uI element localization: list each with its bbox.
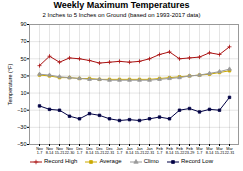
svg-text:70: 70 — [20, 38, 26, 44]
svg-text:−30: −30 — [17, 124, 26, 130]
svg-text:Jan22-31: Jan22-31 — [145, 147, 155, 155]
svg-text:−10: −10 — [17, 107, 26, 113]
svg-text:Temperature (°F): Temperature (°F) — [7, 64, 13, 106]
svg-text:Feb15-22: Feb15-22 — [175, 147, 185, 155]
svg-text:Jan15-21: Jan15-21 — [135, 147, 145, 155]
svg-text:Feb23-29: Feb23-29 — [185, 147, 195, 155]
html-text:Climo: Climo — [143, 158, 159, 164]
html-text:Weekly Maximum Temperatures: Weekly Maximum Temperatures — [53, 0, 190, 10]
svg-text:Dec22-31: Dec22-31 — [105, 147, 115, 155]
svg-text:Dec15-21: Dec15-21 — [95, 147, 105, 155]
svg-text:Nov8-14: Nov8-14 — [46, 147, 54, 155]
svg-text:Mar15-21: Mar15-21 — [215, 147, 225, 155]
svg-text:10: 10 — [20, 90, 26, 96]
svg-text:Nov22-30: Nov22-30 — [65, 147, 75, 155]
svg-text:90: 90 — [20, 21, 26, 27]
svg-text:Dec8-14: Dec8-14 — [86, 147, 94, 155]
html-text:2 Inches to 5 Inches on Ground: 2 Inches to 5 Inches on Ground (based on… — [42, 12, 201, 18]
svg-text:30: 30 — [20, 73, 26, 79]
svg-text:Mar22-31: Mar22-31 — [225, 147, 235, 155]
svg-text:Jan1-7: Jan1-7 — [116, 147, 122, 155]
html-text:Average: Average — [99, 158, 122, 164]
svg-text:Nov15-21: Nov15-21 — [55, 147, 65, 155]
svg-text:50: 50 — [20, 56, 26, 62]
svg-text:Jan8-14: Jan8-14 — [126, 147, 134, 155]
svg-text:Nov1-7: Nov1-7 — [36, 147, 43, 155]
svg-text:Dec1-7: Dec1-7 — [76, 147, 83, 155]
svg-text:Feb8-14: Feb8-14 — [166, 147, 174, 155]
html-text:Record Low: Record Low — [181, 158, 213, 164]
html-text:Record High: Record High — [44, 158, 78, 164]
svg-text:Feb1-7: Feb1-7 — [156, 147, 163, 155]
svg-text:−50: −50 — [17, 141, 26, 147]
svg-text:Mar8-14: Mar8-14 — [206, 147, 214, 155]
svg-text:Mar1-7: Mar1-7 — [196, 147, 203, 155]
